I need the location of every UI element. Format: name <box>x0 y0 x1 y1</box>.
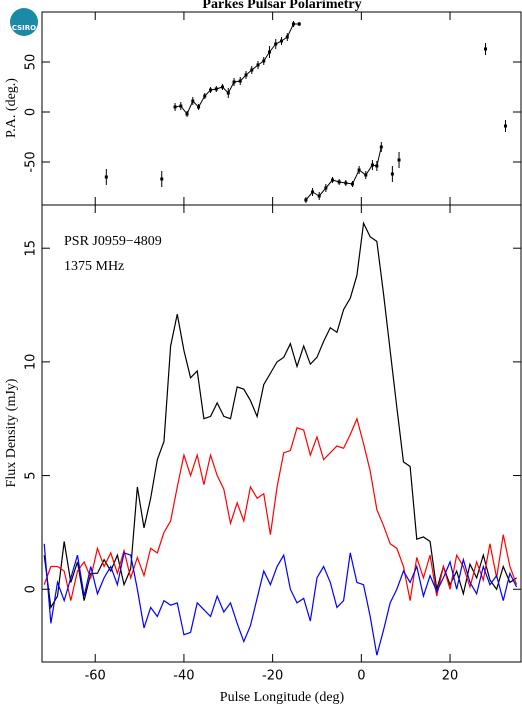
pa-point <box>370 163 374 167</box>
pa-point <box>232 80 236 84</box>
pa-point <box>203 94 207 98</box>
y-tick-label: 15 <box>24 240 39 257</box>
annotation: PSR J0959−4809 <box>64 234 162 249</box>
pa-line <box>174 23 300 115</box>
profile-line <box>43 543 518 656</box>
pa-point <box>324 186 328 190</box>
y-tick-label: 0 <box>24 108 39 116</box>
pa-point <box>244 73 248 77</box>
pa-point <box>226 91 230 95</box>
pa-point <box>331 178 335 182</box>
y-axis-label: Flux Density (mJy) <box>4 378 19 487</box>
pa-point <box>304 198 308 202</box>
pa-point <box>160 177 164 181</box>
profile-line <box>43 221 517 610</box>
profile-line <box>43 416 518 601</box>
pa-point <box>250 68 254 72</box>
pa-point <box>291 22 295 26</box>
x-tick-label: -20 <box>262 669 283 684</box>
pa-point <box>262 59 266 63</box>
pa-point <box>317 194 321 198</box>
y-tick-label: -50 <box>24 151 39 172</box>
pa-point <box>191 99 195 103</box>
plot-frame <box>41 204 522 663</box>
annotation: 1375 MHz <box>64 259 124 274</box>
pa-point <box>337 180 341 184</box>
pa-point <box>375 164 379 168</box>
pa-point <box>344 181 348 185</box>
x-tick-label: -60 <box>85 669 106 684</box>
pa-point <box>238 79 242 83</box>
pa-point <box>503 124 507 128</box>
y-axis-label: P.A. (deg.) <box>4 78 19 138</box>
y-tick-label: 5 <box>24 471 39 479</box>
logo-circle <box>10 8 38 36</box>
pa-point <box>214 87 218 91</box>
pa-point <box>285 35 289 39</box>
pa-point <box>104 175 108 179</box>
x-tick-label: 20 <box>442 669 459 684</box>
pa-point <box>256 63 260 67</box>
x-axis-label: Pulse Longitude (deg) <box>220 690 345 705</box>
pa-line <box>305 146 382 201</box>
pa-point <box>357 168 361 172</box>
pa-point <box>197 105 201 109</box>
pa-point <box>311 190 315 194</box>
logo-text: CSIRO <box>12 24 36 32</box>
pa-point <box>179 104 183 108</box>
chart-title: Parkes Pulsar Polarimetry <box>202 0 361 12</box>
pa-point <box>274 42 278 46</box>
pa-point <box>484 47 488 51</box>
pa-point <box>185 112 189 116</box>
pa-point <box>350 182 354 186</box>
pa-point <box>280 39 283 43</box>
pa-point <box>173 105 177 109</box>
csiro-logo: CSIRO <box>10 8 38 36</box>
pa-point <box>364 173 368 177</box>
pa-point <box>209 88 213 92</box>
x-tick-label: -40 <box>173 669 194 684</box>
x-tick-label: 0 <box>357 669 365 684</box>
y-tick-label: 0 <box>24 585 39 593</box>
pa-point <box>379 145 383 149</box>
pa-point <box>390 172 394 176</box>
pa-point <box>268 50 272 54</box>
pa-point <box>221 85 225 89</box>
y-tick-label: 10 <box>24 354 39 371</box>
pa-point <box>297 22 301 26</box>
pa-point <box>397 158 401 162</box>
y-tick-label: 50 <box>24 54 39 71</box>
